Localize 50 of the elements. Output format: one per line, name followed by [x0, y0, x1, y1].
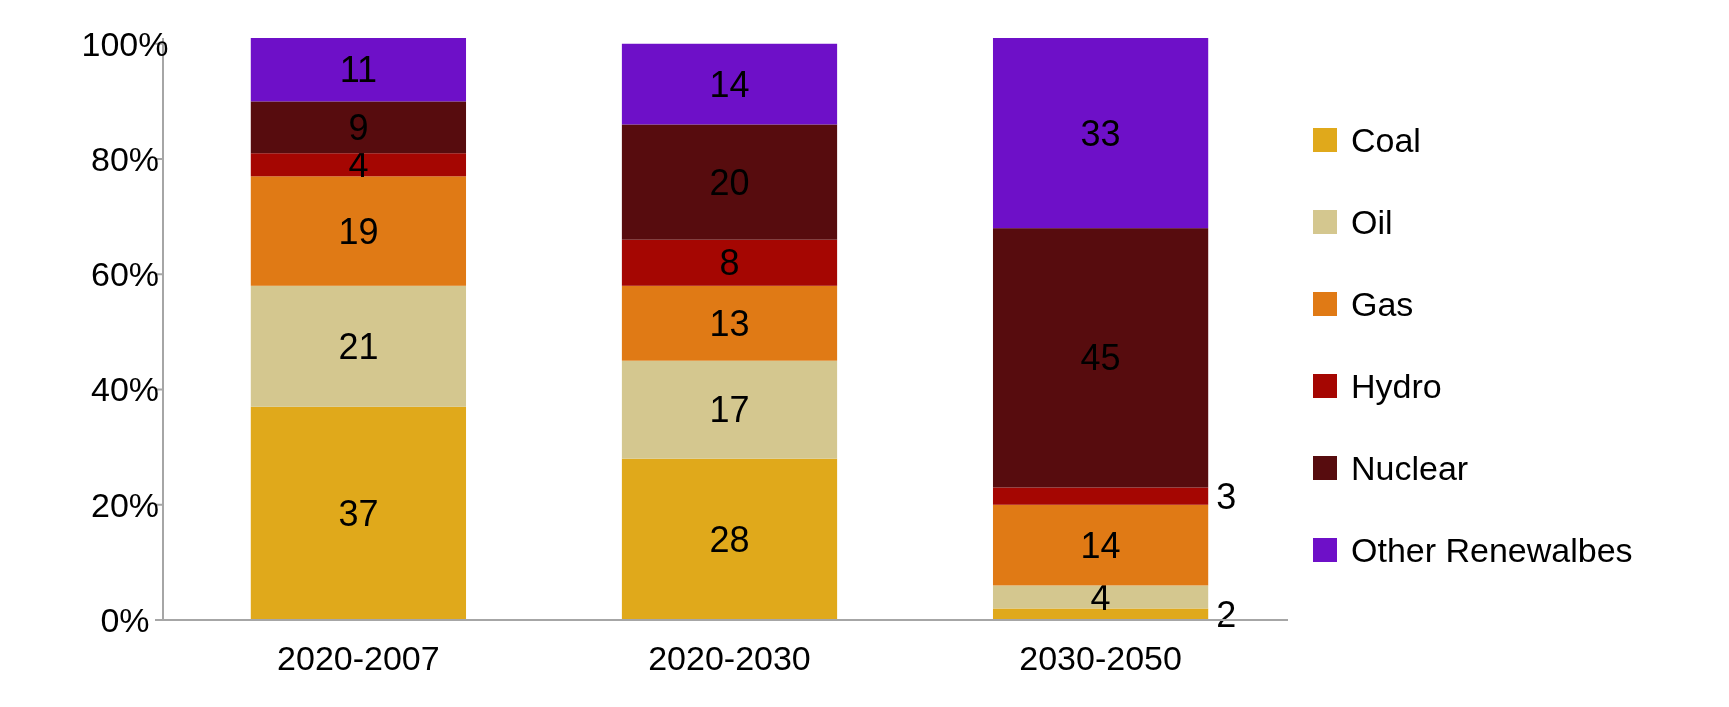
x-tick-label: 2020-2030: [648, 639, 811, 677]
bar: [250, 285, 467, 407]
data-label: 21: [338, 325, 379, 367]
legend-label: Oil: [1351, 202, 1393, 241]
data-label: 45: [1080, 337, 1121, 379]
y-tick-label: 20%: [90, 485, 160, 524]
data-label: 14: [709, 63, 750, 105]
data-label: 37: [338, 493, 379, 534]
bar: [992, 585, 1209, 609]
bar: [621, 239, 838, 286]
y-tick-label: 100%: [81, 24, 169, 63]
data-label: 20: [709, 161, 750, 203]
bar: [621, 285, 838, 361]
x-tick-label: 2020-2007: [277, 639, 440, 677]
data-label: 11: [339, 49, 378, 91]
legend-label: Other Renewalbes: [1351, 530, 1633, 569]
bar: [250, 38, 467, 102]
data-label: 19: [338, 210, 379, 252]
data-label: 9: [348, 106, 369, 148]
data-label: 13: [709, 302, 750, 344]
legend-label: Nuclear: [1351, 448, 1469, 487]
data-label: 17: [709, 389, 750, 431]
legend-label: Gas: [1351, 284, 1414, 323]
legend-label: Coal: [1351, 120, 1421, 159]
data-label: 33: [1080, 112, 1121, 154]
data-label: 8: [719, 242, 740, 284]
y-tick-label: 80%: [90, 139, 160, 178]
bar: [992, 504, 1209, 586]
legend-label: Hydro: [1351, 366, 1442, 405]
bar: [992, 228, 1209, 488]
bar: [250, 176, 467, 286]
y-tick-label: 60%: [90, 255, 160, 294]
data-label: 28: [709, 518, 750, 560]
bar: [250, 153, 467, 177]
bar: [250, 406, 467, 620]
data-label: 4: [1090, 576, 1111, 618]
bar: [621, 124, 838, 240]
bar: [621, 458, 838, 620]
bar: [621, 43, 838, 125]
bar: [992, 38, 1209, 229]
data-label: 14: [1080, 524, 1121, 566]
bar: [992, 608, 1209, 620]
bar: [621, 360, 838, 459]
data-label: 2: [1216, 593, 1237, 635]
bar: [992, 487, 1209, 505]
x-tick-label: 2030-2050: [1019, 639, 1182, 677]
y-tick-label: 40%: [90, 370, 160, 409]
bar: [250, 101, 467, 154]
data-label: 3: [1216, 475, 1237, 517]
y-tick-label: 0%: [100, 600, 150, 639]
